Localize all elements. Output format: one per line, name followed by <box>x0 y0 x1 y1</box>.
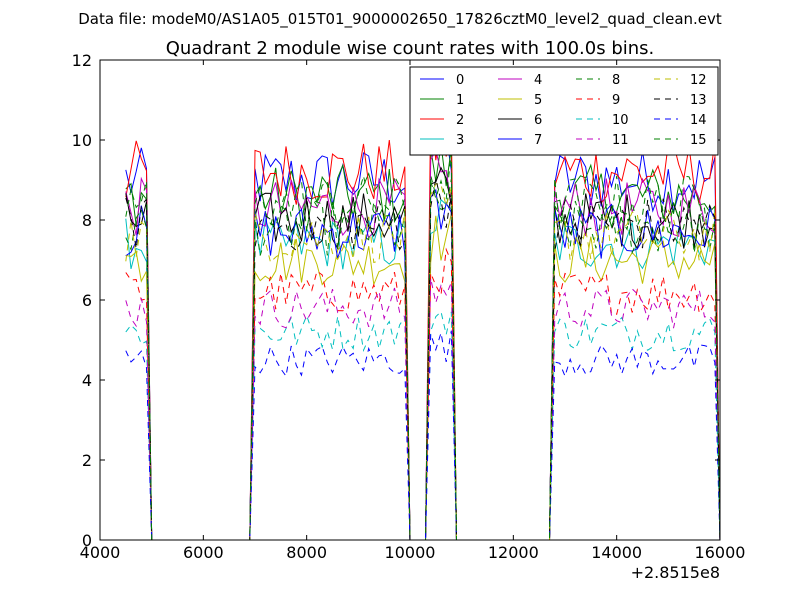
series-layer <box>125 108 720 540</box>
series-line-4 <box>125 148 720 540</box>
series-line-12 <box>125 183 720 540</box>
legend-label-8: 8 <box>612 73 620 88</box>
series-line-0 <box>125 118 720 540</box>
x-tick-label: 12000 <box>488 543 539 562</box>
suptitle: Data file: modeM0/AS1A05_015T01_90000026… <box>78 10 722 29</box>
series-line-10 <box>125 310 720 540</box>
chart-title: Quadrant 2 module wise count rates with … <box>166 38 655 59</box>
legend-label-5: 5 <box>534 93 542 108</box>
legend-label-14: 14 <box>690 113 707 128</box>
legend-label-11: 11 <box>612 133 629 148</box>
legend-box <box>409 66 719 156</box>
series-line-7 <box>125 188 720 540</box>
x-tick-label: 14000 <box>591 543 642 562</box>
series-line-3 <box>125 198 720 540</box>
legend-label-0: 0 <box>456 73 464 88</box>
legend-label-3: 3 <box>456 133 464 148</box>
legend-label-2: 2 <box>456 113 464 128</box>
series-line-1 <box>125 144 720 540</box>
series-line-5 <box>125 213 720 540</box>
y-tick-label: 0 <box>82 531 92 550</box>
y-tick-label: 8 <box>82 211 92 230</box>
series-line-2 <box>125 108 720 540</box>
x-tick-label: 10000 <box>385 543 436 562</box>
x-tick-label: 4000 <box>80 543 121 562</box>
y-tick-label: 12 <box>72 51 92 70</box>
legend-label-6: 6 <box>534 113 542 128</box>
y-tick-label: 6 <box>82 291 92 310</box>
x-axis: 4000 6000 8000 10000 12000 14000 16000 <box>80 60 746 562</box>
x-tick-label: 16000 <box>695 543 746 562</box>
x-offset-label: +2.8515e8 <box>631 563 720 582</box>
legend-label-10: 10 <box>612 113 629 128</box>
y-tick-label: 10 <box>72 131 92 150</box>
x-tick-label: 8000 <box>286 543 327 562</box>
legend-label-12: 12 <box>690 73 707 88</box>
legend-label-9: 9 <box>612 93 620 108</box>
legend-label-4: 4 <box>534 73 542 88</box>
y-tick-label: 4 <box>82 371 92 390</box>
legend-label-7: 7 <box>534 133 542 148</box>
legend-label-15: 15 <box>690 133 707 148</box>
legend-label-13: 13 <box>690 93 707 108</box>
x-tick-label: 6000 <box>183 543 224 562</box>
legend-label-1: 1 <box>456 93 464 108</box>
y-tick-label: 2 <box>82 451 92 470</box>
